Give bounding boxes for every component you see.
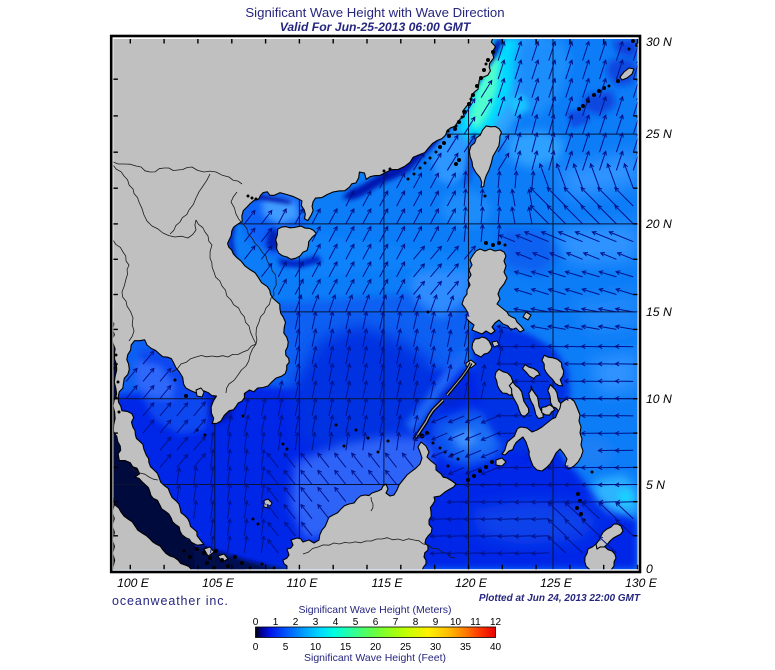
svg-text:4: 4 xyxy=(333,617,339,628)
svg-text:0: 0 xyxy=(253,617,259,628)
svg-text:3: 3 xyxy=(313,617,319,628)
svg-text:30: 30 xyxy=(430,642,442,653)
svg-text:10 N: 10 N xyxy=(646,392,672,406)
svg-text:120 E: 120 E xyxy=(455,576,488,590)
svg-text:oceanweather inc.: oceanweather inc. xyxy=(112,594,229,608)
svg-text:2: 2 xyxy=(293,617,299,628)
svg-text:6: 6 xyxy=(373,617,379,628)
svg-text:15: 15 xyxy=(340,642,352,653)
svg-text:1: 1 xyxy=(273,617,279,628)
svg-text:20 N: 20 N xyxy=(645,217,672,231)
svg-text:25: 25 xyxy=(400,642,412,653)
svg-text:Valid For Jun-25-2013 06:00 GM: Valid For Jun-25-2013 06:00 GMT xyxy=(280,20,472,34)
svg-text:105 E: 105 E xyxy=(202,576,235,590)
svg-text:130 E: 130 E xyxy=(625,576,658,590)
svg-text:Plotted at Jun 24, 2013 22:00: Plotted at Jun 24, 2013 22:00 GMT xyxy=(479,593,641,604)
svg-text:110 E: 110 E xyxy=(287,576,319,590)
svg-text:15 N: 15 N xyxy=(646,305,672,319)
svg-text:Significant Wave Height (Meter: Significant Wave Height (Meters) xyxy=(298,604,451,616)
svg-text:20: 20 xyxy=(370,642,382,653)
svg-text:Significant Wave Height with W: Significant Wave Height with Wave Direct… xyxy=(245,5,504,20)
svg-text:12: 12 xyxy=(490,617,502,628)
svg-text:40: 40 xyxy=(490,642,502,653)
svg-text:125 E: 125 E xyxy=(540,576,573,590)
svg-text:7: 7 xyxy=(393,617,399,628)
svg-text:9: 9 xyxy=(433,617,439,628)
svg-text:30 N: 30 N xyxy=(646,35,672,49)
svg-text:10: 10 xyxy=(310,642,322,653)
svg-text:5 N: 5 N xyxy=(646,478,665,492)
svg-text:10: 10 xyxy=(450,617,462,628)
svg-text:25 N: 25 N xyxy=(645,127,672,141)
svg-text:100 E: 100 E xyxy=(117,576,150,590)
svg-text:0: 0 xyxy=(646,562,653,576)
svg-text:35: 35 xyxy=(460,642,472,653)
svg-text:11: 11 xyxy=(470,617,481,628)
svg-text:5: 5 xyxy=(283,642,289,653)
svg-text:5: 5 xyxy=(353,617,359,628)
svg-text:8: 8 xyxy=(413,617,419,628)
svg-text:0: 0 xyxy=(253,642,259,653)
svg-text:Significant Wave Height (Feet): Significant Wave Height (Feet) xyxy=(304,652,446,664)
svg-text:115 E: 115 E xyxy=(372,576,404,590)
